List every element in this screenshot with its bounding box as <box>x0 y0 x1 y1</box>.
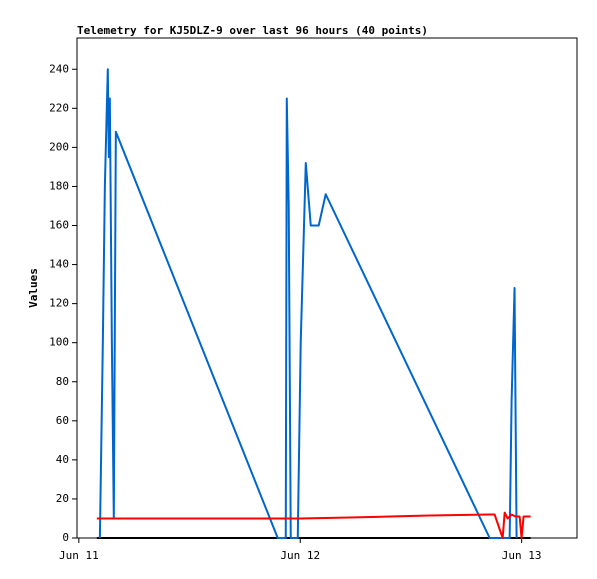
y-tick-label: 40 <box>56 453 69 466</box>
y-tick-label: 240 <box>49 62 69 75</box>
y-tick-label: 220 <box>49 101 69 114</box>
y-tick-label: 120 <box>49 297 69 310</box>
y-tick-label: 60 <box>56 414 69 427</box>
x-tick-label: Jun 12 <box>280 549 320 562</box>
y-tick-label: 0 <box>62 531 69 544</box>
y-tick-label: 140 <box>49 258 69 271</box>
y-axis-label: Values <box>27 268 40 308</box>
y-tick-label: 160 <box>49 219 69 232</box>
x-tick-label: Jun 11 <box>59 549 99 562</box>
y-tick-label: 180 <box>49 179 69 192</box>
x-tick-label: Jun 13 <box>502 549 542 562</box>
chart-title: Telemetry for KJ5DLZ-9 over last 96 hour… <box>77 24 428 37</box>
plot-frame <box>76 37 578 539</box>
y-tick-label: 20 <box>56 492 69 505</box>
y-tick-label: 100 <box>49 336 69 349</box>
series-line <box>98 68 518 539</box>
y-tick-label: 80 <box>56 375 69 388</box>
y-tick-label: 200 <box>49 140 69 153</box>
series-line <box>96 511 531 539</box>
